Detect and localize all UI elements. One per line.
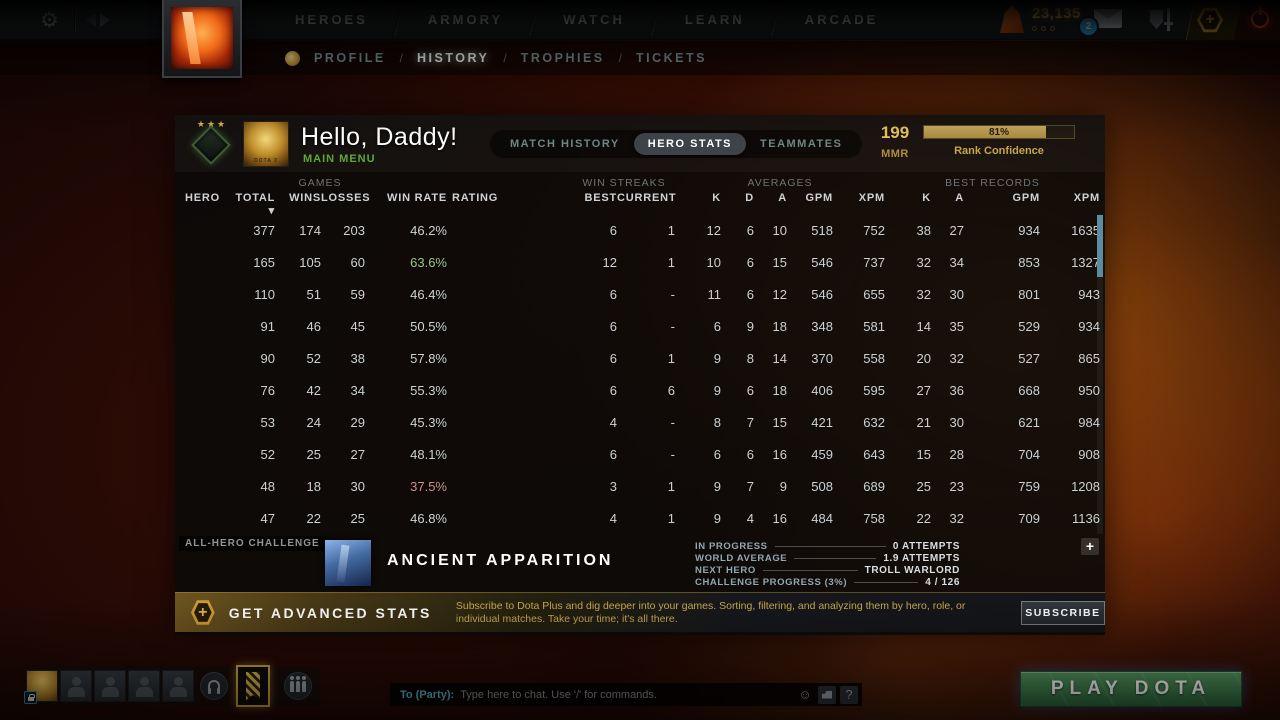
dota-flame-icon <box>171 7 233 69</box>
dota-logo[interactable] <box>162 0 242 78</box>
